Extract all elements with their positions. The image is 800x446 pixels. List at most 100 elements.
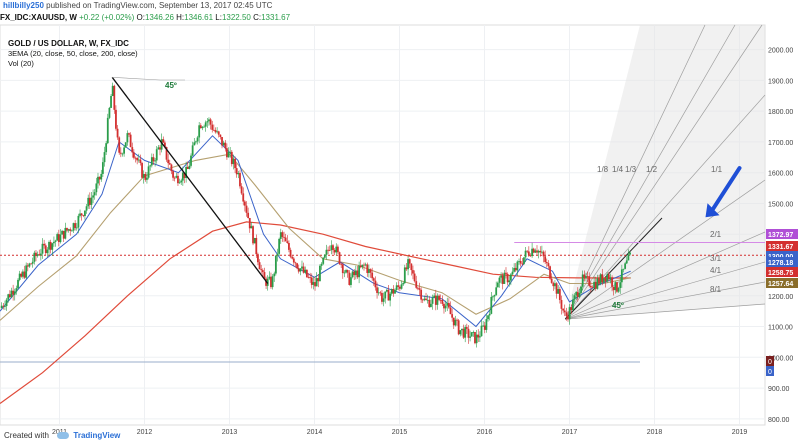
candle-body xyxy=(412,270,414,274)
candle-body xyxy=(137,159,140,161)
candle-body xyxy=(508,280,511,283)
candle-body xyxy=(516,261,519,271)
candle-body xyxy=(276,253,279,256)
candle-body xyxy=(310,277,313,285)
candle-body xyxy=(271,276,274,288)
candle-body xyxy=(237,173,240,175)
candle-body xyxy=(270,276,272,288)
candle-body xyxy=(247,212,250,218)
gann-fan-ray xyxy=(565,281,766,320)
author-name[interactable]: hillbilly250 xyxy=(3,1,44,10)
candle-body xyxy=(36,254,39,257)
price-tag-label: 1258.75 xyxy=(768,270,793,277)
candle-body xyxy=(291,256,294,259)
candle-body xyxy=(136,158,139,161)
candle-body xyxy=(433,295,436,298)
candle-body xyxy=(619,282,622,288)
candle-body xyxy=(229,151,232,153)
candle-body xyxy=(581,274,584,287)
candle-body xyxy=(395,285,398,290)
candle-body xyxy=(72,223,75,231)
candle-body xyxy=(536,250,538,253)
footer-brand[interactable]: TradingView xyxy=(73,431,121,440)
candle-body xyxy=(108,107,111,118)
candle-body xyxy=(129,134,132,148)
candle-body xyxy=(410,263,413,271)
candle-body xyxy=(66,227,68,231)
candle-body xyxy=(430,303,432,307)
candle-body xyxy=(188,165,191,169)
candle-body xyxy=(420,289,423,300)
candle-body xyxy=(123,147,125,154)
candle-body xyxy=(603,278,605,283)
candle-body xyxy=(568,307,571,320)
candle-body xyxy=(154,160,157,162)
candle-body xyxy=(472,332,475,333)
candle-body xyxy=(33,252,36,262)
candle-body xyxy=(230,151,233,165)
candle-body xyxy=(74,223,77,228)
candle-body xyxy=(498,277,501,283)
candle-body xyxy=(87,197,90,207)
candle-body xyxy=(593,281,596,288)
candle-body xyxy=(506,273,509,283)
candle-body xyxy=(356,270,359,278)
candle-body xyxy=(258,262,261,270)
gann-fan-label: 1/3 xyxy=(625,165,637,174)
candle-body xyxy=(625,260,628,264)
symbol-ticker[interactable]: FX_IDC:XAUUSD, W xyxy=(0,13,77,22)
candle-body xyxy=(459,330,462,335)
candle-body xyxy=(363,264,365,266)
candle-body xyxy=(470,332,473,337)
y-tick-label: 1600.00 xyxy=(768,171,793,178)
volume-tag xyxy=(766,366,774,376)
gann-fan-ray xyxy=(564,24,706,320)
ema-20-line xyxy=(0,135,631,328)
candle-body xyxy=(392,288,395,294)
price-tag xyxy=(766,241,798,251)
candle-body xyxy=(77,215,80,228)
candle-body xyxy=(545,262,548,264)
gann-fan-label: 4/1 xyxy=(710,266,722,275)
candle-body xyxy=(320,263,323,266)
gann-fan-ray xyxy=(565,179,766,320)
candle-body xyxy=(235,168,238,175)
candle-body xyxy=(377,292,380,294)
candle-body xyxy=(155,149,158,161)
candle-body xyxy=(358,265,361,278)
candle-body xyxy=(88,197,91,205)
candle-body xyxy=(323,254,326,258)
candle-body xyxy=(446,302,449,306)
candle-body xyxy=(542,251,545,257)
candle-body xyxy=(150,157,153,166)
price-tag-label: 1257.64 xyxy=(768,281,793,288)
candle-body xyxy=(252,226,254,244)
candle-body xyxy=(452,317,455,326)
candle-body xyxy=(279,232,282,239)
candle-body xyxy=(495,287,498,295)
candle-body xyxy=(132,152,135,158)
candle-body xyxy=(359,265,362,268)
candle-body xyxy=(113,85,116,110)
candle-body xyxy=(39,253,42,256)
candle-body xyxy=(297,268,300,272)
gann-fan-ray xyxy=(565,261,766,320)
candle-body xyxy=(335,246,338,253)
candle-body xyxy=(312,282,315,285)
candle-body xyxy=(206,121,209,123)
gann-fan-label: 2/1 xyxy=(710,230,722,239)
candle-body xyxy=(260,269,263,271)
candle-body xyxy=(307,277,310,278)
high-label: H: xyxy=(176,13,185,22)
candle-body xyxy=(369,269,372,273)
candle-body xyxy=(513,267,516,272)
candle-body xyxy=(199,125,202,129)
candle-body xyxy=(607,274,610,280)
candle-body xyxy=(289,249,292,257)
candle-body xyxy=(588,276,591,286)
candle-body xyxy=(134,157,137,159)
candle-body xyxy=(451,314,454,318)
candle-body xyxy=(368,269,370,273)
candle-body xyxy=(168,163,171,165)
